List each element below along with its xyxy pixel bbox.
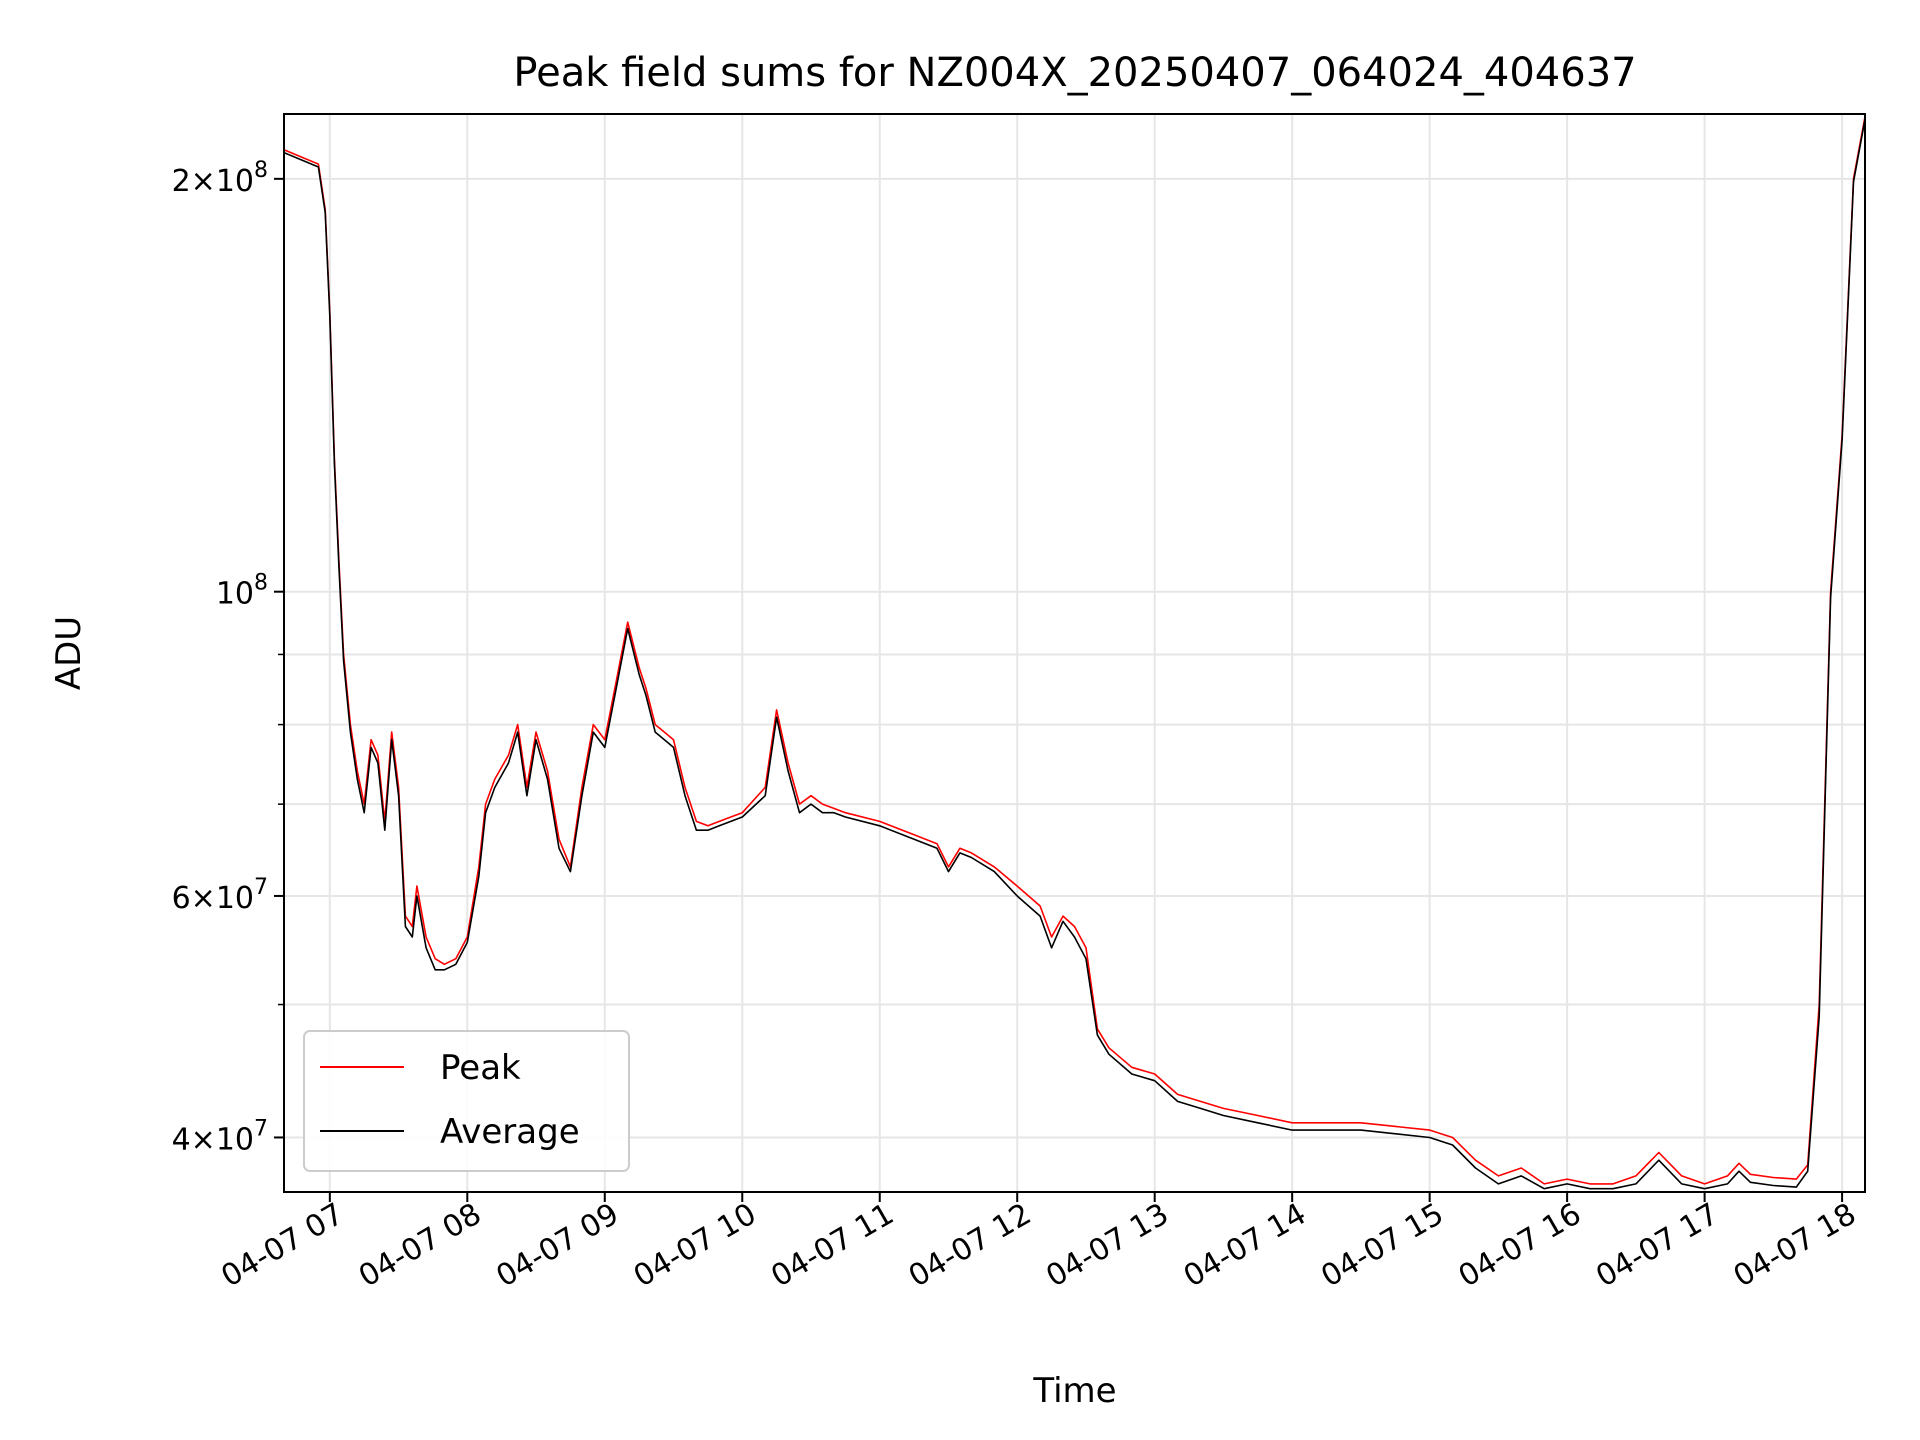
chart-title: Peak field sums for NZ004X_20250407_0640… bbox=[513, 50, 1636, 96]
plot-frame bbox=[283, 113, 1866, 1193]
y-tick-label: 108 bbox=[216, 571, 268, 612]
y-tick-label: 2×108 bbox=[172, 158, 268, 199]
legend-label-peak: Peak bbox=[440, 1048, 521, 1088]
grid-lines bbox=[284, 114, 1865, 1192]
series-line-peak bbox=[283, 116, 1866, 1185]
legend-label-average: Average bbox=[440, 1112, 580, 1152]
y-axis-label: ADU bbox=[49, 616, 89, 690]
series-layer bbox=[283, 116, 1866, 1190]
series-line-average bbox=[283, 119, 1866, 1190]
x-axis-label: Time bbox=[1032, 1371, 1116, 1411]
y-axis: 4×107 6×107 108 2×108 bbox=[172, 158, 284, 1157]
y-tick-label: 4×107 bbox=[172, 1116, 268, 1157]
legend: Peak Average bbox=[303, 1030, 630, 1172]
y-tick-label: 6×107 bbox=[172, 875, 268, 916]
